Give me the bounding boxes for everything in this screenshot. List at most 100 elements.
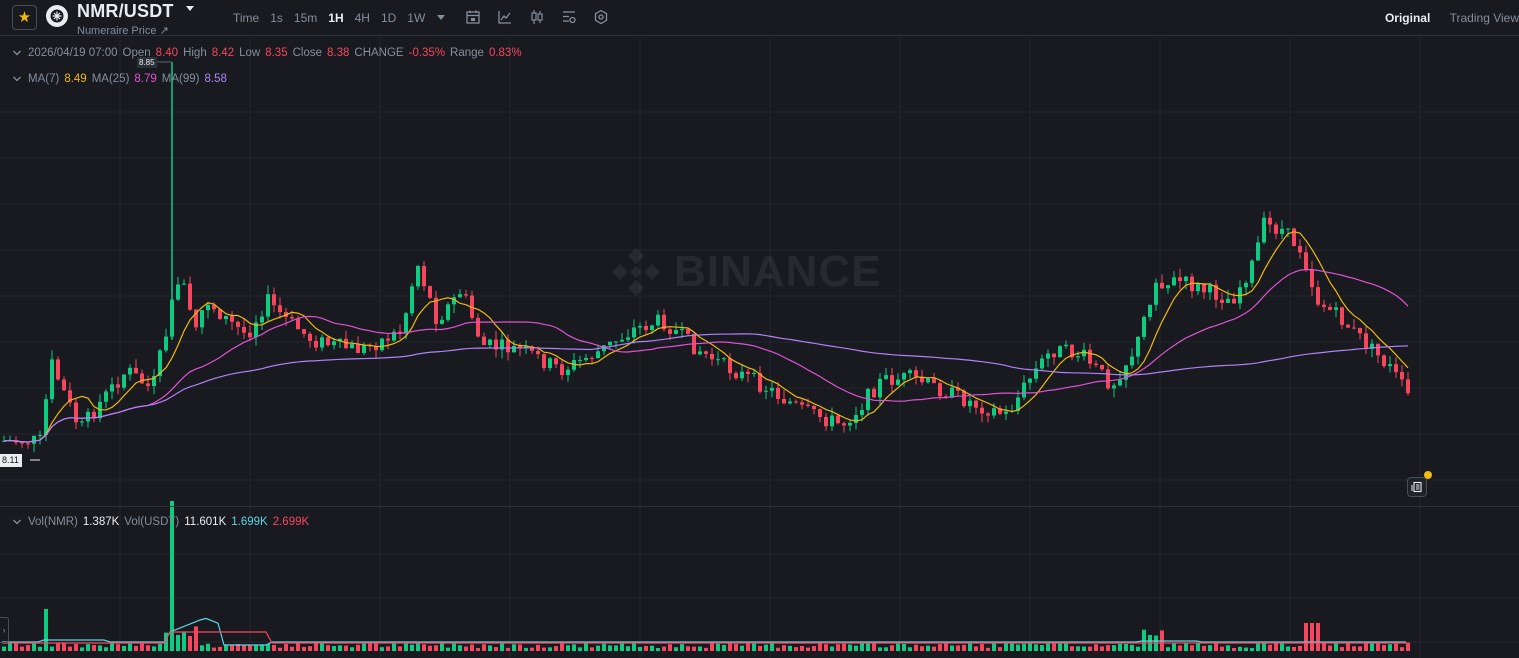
volume-bar	[320, 642, 324, 651]
calendar-icon[interactable]	[465, 9, 481, 25]
ma99-line	[3, 333, 1409, 443]
candle-body	[686, 328, 690, 334]
interval-4h[interactable]: 4H	[354, 11, 370, 25]
candle-body	[938, 383, 942, 397]
candle-body	[578, 359, 582, 361]
volume-bar	[212, 647, 216, 651]
candle-type-icon[interactable]	[529, 9, 545, 25]
volume-bar	[104, 647, 108, 651]
candle-body	[704, 351, 708, 354]
notes-button[interactable]	[1407, 477, 1427, 497]
volume-bar	[578, 647, 582, 651]
volume-bar	[836, 644, 840, 651]
interval-1h[interactable]: 1H	[328, 11, 344, 25]
candle-body	[1382, 355, 1386, 367]
chevron-down-icon[interactable]	[12, 48, 22, 58]
chevron-down-icon[interactable]	[12, 517, 22, 527]
candle-body	[806, 404, 810, 406]
candle-body	[1370, 343, 1374, 349]
candle-body	[422, 265, 426, 287]
volume-bar	[1040, 645, 1044, 651]
chevron-left-icon[interactable]: ›	[0, 617, 9, 643]
interval-1w[interactable]: 1W	[407, 11, 426, 25]
candle-body	[140, 373, 144, 384]
candle-body	[764, 390, 768, 392]
volume-bar	[476, 647, 480, 651]
symbol-selector[interactable]: NMR/USDT	[77, 1, 174, 21]
line-chart-icon[interactable]	[497, 9, 513, 25]
volume-bar	[1136, 646, 1140, 651]
candle-body	[254, 322, 258, 338]
candle-body	[1202, 284, 1206, 293]
low-label: Low	[239, 47, 261, 59]
favorite-button[interactable]: ★	[12, 5, 37, 30]
volume-bar	[242, 645, 246, 651]
pane-divider[interactable]	[0, 506, 1519, 507]
volume-bar	[980, 643, 984, 651]
volume-bar	[992, 642, 996, 651]
candle-body	[1094, 363, 1098, 365]
candle-body	[26, 443, 30, 445]
volume-bar	[1298, 645, 1302, 651]
change-label: CHANGE	[354, 47, 404, 59]
volume-bar	[14, 643, 18, 651]
candle-body	[182, 283, 186, 285]
interval-1s[interactable]: 1s	[270, 11, 283, 25]
candle-body	[1184, 276, 1188, 282]
candle-body	[92, 411, 96, 419]
chevron-down-icon[interactable]	[12, 74, 22, 84]
notification-dot	[1424, 471, 1432, 479]
hexagon-settings-icon[interactable]	[593, 9, 609, 25]
notes-icon	[1411, 481, 1422, 493]
candle-body	[584, 357, 588, 360]
volume-bar	[1220, 646, 1224, 651]
volume-bar	[86, 644, 90, 651]
interval-more-chevron-icon[interactable]	[437, 15, 445, 20]
candle-body	[1334, 307, 1338, 310]
interval-15m[interactable]: 15m	[293, 11, 318, 25]
open-value: 8.40	[155, 47, 179, 59]
volume-bar	[788, 645, 792, 651]
candle-body	[86, 411, 90, 422]
candle-body	[596, 351, 600, 359]
ma7-value: 8.49	[64, 73, 87, 85]
ma7-line	[3, 231, 1409, 443]
candle-body	[488, 339, 492, 346]
volume-bar	[818, 642, 822, 651]
interval-time[interactable]: Time	[233, 11, 260, 25]
volume-bar	[890, 645, 894, 651]
chevron-down-icon[interactable]	[186, 6, 194, 11]
candle-body	[1040, 358, 1044, 369]
candle-body	[656, 314, 660, 326]
ohlc-legend: 2026/04/19 07:00 Open 8.40 High 8.42 Low…	[12, 47, 527, 59]
tab-trading-view[interactable]: Trading View	[1449, 11, 1519, 25]
volume-bar	[512, 644, 516, 651]
candle-body	[380, 338, 384, 351]
candle-body	[962, 390, 966, 407]
candle-body	[2, 440, 6, 442]
volume-bar	[116, 644, 120, 651]
candle-body	[176, 284, 180, 300]
volume-bar	[590, 647, 594, 651]
candle-body	[1232, 298, 1236, 304]
vol-base-label: Vol(NMR)	[28, 516, 78, 528]
volume-bar	[1178, 645, 1182, 651]
candlestick-chart[interactable]	[0, 37, 1519, 658]
candle-body	[1268, 217, 1272, 225]
volume-bar	[932, 646, 936, 651]
tab-original[interactable]: Original	[1384, 11, 1431, 25]
price-page-link[interactable]: Numeraire Price ↗	[77, 25, 169, 37]
volume-bar	[326, 645, 330, 651]
candle-body	[248, 332, 252, 338]
candle-body	[116, 384, 120, 388]
volume-bar	[1280, 642, 1284, 651]
candle-body	[644, 325, 648, 331]
vol-quote-value: 11.601K	[184, 516, 227, 528]
interval-1d[interactable]: 1D	[380, 11, 397, 25]
change-value: -0.35%	[408, 47, 446, 59]
candle-body	[1256, 242, 1260, 261]
candle-body	[122, 374, 126, 388]
indicator-settings-icon[interactable]	[561, 9, 577, 25]
volume-bar	[800, 645, 804, 651]
candle-body	[134, 367, 138, 374]
